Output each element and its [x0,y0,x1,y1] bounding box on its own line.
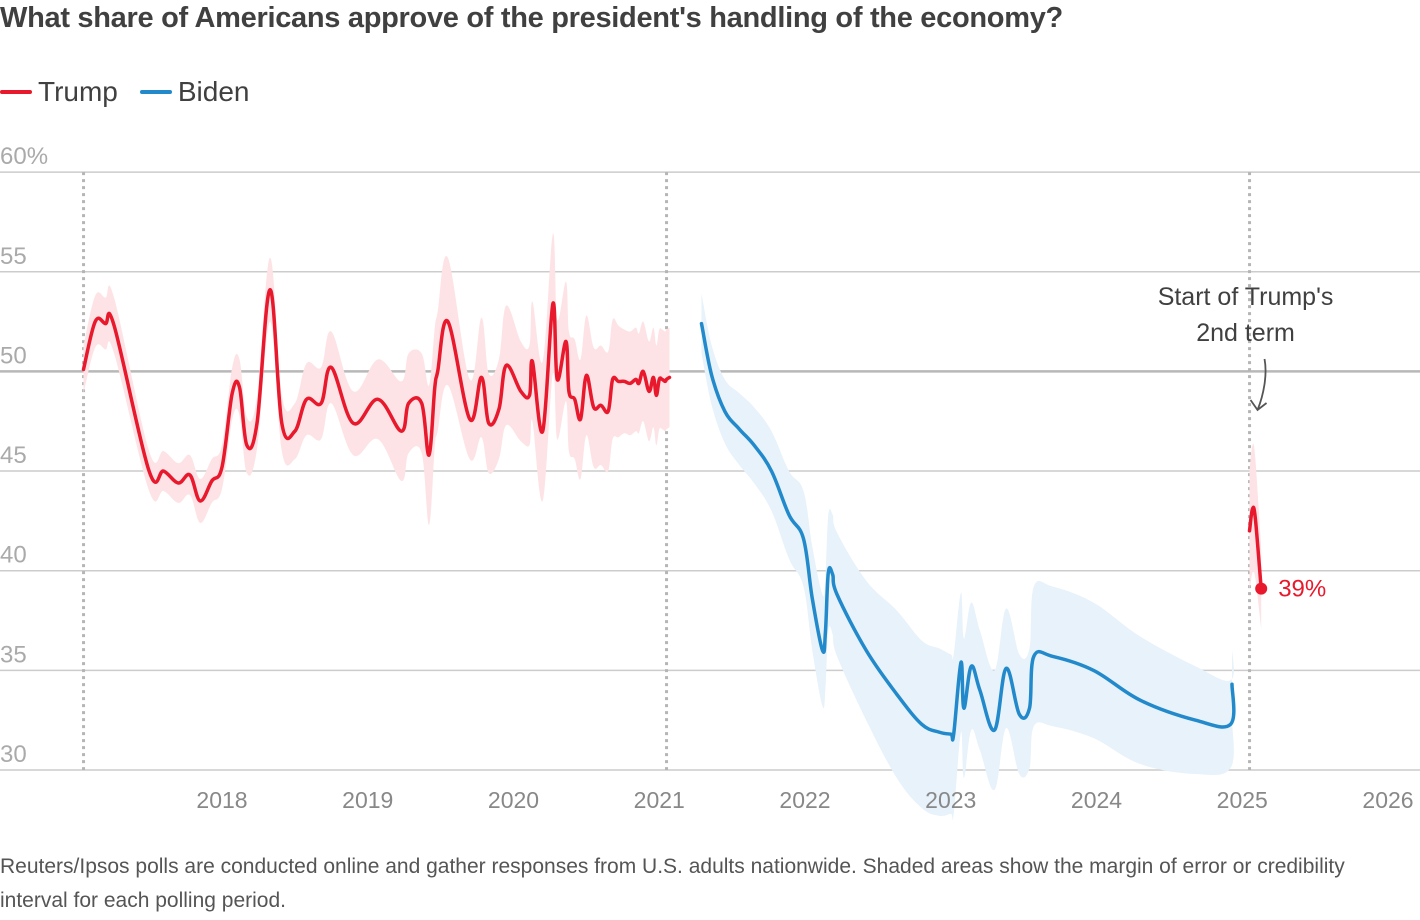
confidence-bands [83,233,1262,821]
line-trump-second-term [1247,505,1263,591]
y-tick-label: 45 [0,442,27,469]
x-tick-label: 2022 [779,787,830,813]
x-tick-label: 2021 [634,787,685,813]
reference-lines [82,172,1252,770]
line-biden-term [699,321,1236,742]
end-value-label: 39% [1278,576,1326,603]
series-lines [81,287,1263,742]
x-tick-label: 2023 [925,787,976,813]
legend-swatch-biden [139,90,172,94]
legend-label-biden: Biden [177,76,250,107]
y-tick-label: 50 [0,342,27,369]
x-tick-label: 2020 [488,787,539,813]
y-axis-labels: 60% 55 50 45 40 35 30 [0,143,48,768]
x-tick-label: 2026 [1362,787,1413,813]
x-axis-labels: 2018 2019 2020 2021 2022 2023 2024 2025 2026 [196,787,1413,813]
legend-swatch-trump [0,90,32,94]
annotation-term-start-line1: Start of Trump's [1158,283,1334,311]
annotations: Start of Trump's 2nd term 39% [1158,283,1334,603]
y-tick-label: 40 [0,542,27,569]
band-biden-term [701,293,1234,821]
x-tick-label: 2024 [1071,787,1122,813]
annotation-term-start-line2: 2nd term [1196,319,1295,347]
annotation-arrow-icon [1249,358,1268,412]
x-tick-label: 2019 [342,787,393,813]
band-trump-first-term [83,233,670,525]
x-tick-label: 2018 [196,787,247,813]
legend-label-trump: Trump [38,76,118,107]
x-tick-label: 2025 [1217,787,1268,813]
line-trump-first-term [81,287,672,503]
y-tick-label: 35 [0,641,27,668]
source-note: Reuters/Ipsos polls are conducted online… [0,855,1345,912]
y-tick-label: 30 [0,741,27,768]
y-tick-label: 55 [0,243,27,270]
approval-chart: 60% 55 50 45 40 35 30 2018 2019 2020 2021 2022 2023… [0,143,1420,821]
chart-title: What share of Americans approve of the p… [0,2,1063,34]
legend: Trump Biden [0,76,271,108]
legend-item-biden: Biden [139,76,250,108]
y-tick-label: 60% [0,143,48,170]
end-point-marker [1255,582,1268,595]
legend-item-trump: Trump [0,76,118,108]
